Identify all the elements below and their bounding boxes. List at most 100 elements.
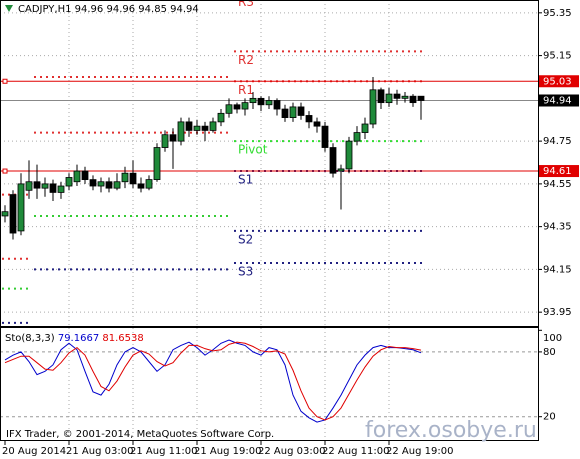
candle-body [113, 181, 121, 189]
candle-body [289, 106, 297, 118]
candle-body [353, 132, 361, 142]
y-tick-label: 95.35 [543, 8, 572, 19]
price-box-label: 95.03 [543, 76, 572, 87]
candle-body [81, 170, 89, 181]
candle-body [57, 185, 65, 193]
candle-body [393, 93, 401, 99]
y-tick-label: 95.15 [543, 51, 572, 62]
pivot-label: S1 [238, 173, 253, 187]
indicator-signal-value: 81.6538 [102, 333, 143, 344]
x-tick-label: 22 Aug 19:00 [386, 446, 453, 457]
candle-body [305, 115, 313, 123]
candle-body [161, 134, 169, 148]
candle-body [89, 179, 97, 187]
candle-body [97, 181, 105, 187]
indicator-plot [0, 328, 538, 440]
candle-body [65, 177, 73, 187]
y-tick-label: 94.15 [543, 264, 572, 275]
candle-body [1, 211, 9, 217]
price-line-handle [2, 78, 8, 84]
pivot-label: R2 [238, 53, 254, 67]
candle-body [313, 121, 321, 127]
candle-body [241, 102, 249, 110]
candle-body [17, 183, 25, 232]
header-icon [5, 5, 13, 12]
y-tick-label: 94.55 [543, 179, 572, 190]
header: CADJPY,H1 94.96 94.96 94.85 94.94 [18, 4, 199, 15]
candle-body [401, 95, 409, 99]
y-tick-label: 93.95 [543, 307, 572, 318]
main-plot: R3 R2 R1 Pivot S1 S2 S3 [0, 0, 538, 325]
pivot-label: R1 [238, 83, 254, 97]
indicator-tick-label: 80 [543, 347, 556, 358]
candle-body [225, 104, 233, 114]
price-box [539, 75, 579, 88]
x-tick-label: 20 Aug 2014 [2, 446, 66, 457]
candle-body [265, 100, 273, 106]
candle-body [321, 125, 329, 148]
candle-body [233, 104, 241, 110]
x-tick-label: 21 Aug 11:00 [130, 446, 197, 457]
candle-body [273, 100, 281, 110]
pivot-label: R3 [238, 0, 254, 9]
pivot-label: Pivot [238, 143, 268, 157]
overlay: 95.35 95.15 94.75 94.55 94.35 94.15 93.95 20 Au… [2, 8, 579, 457]
candle-body [281, 108, 289, 118]
candle-body [201, 125, 209, 131]
candle-body [153, 147, 161, 181]
candle-body [145, 179, 153, 189]
header-low: 94.85 [138, 4, 167, 15]
y-tick-label: 94.35 [543, 222, 572, 233]
header-close: 94.94 [170, 4, 199, 15]
candle-body [377, 89, 385, 104]
x-tick-label: 22 Aug 03:00 [258, 446, 325, 457]
symbol: CADJPY,H1 [18, 4, 71, 15]
candle-body [137, 183, 145, 189]
price-box [539, 165, 579, 178]
price-box-label: 94.94 [543, 95, 572, 106]
pivot-label: S2 [238, 232, 253, 246]
price-line-handle [2, 168, 8, 174]
candle-body [249, 97, 257, 104]
header-high: 94.96 [106, 4, 135, 15]
candle-body [409, 95, 417, 104]
candle-body [417, 95, 425, 101]
candle-body [129, 172, 137, 185]
candle-body [41, 183, 49, 189]
candle-body [329, 147, 337, 174]
candle-body [9, 194, 17, 234]
candle-body [177, 121, 185, 142]
candle-body [49, 183, 57, 193]
pivot-label: S3 [238, 264, 253, 278]
candle-body [25, 181, 33, 191]
price-box [539, 94, 579, 107]
indicator-name: Sto(8,3,3) [5, 333, 55, 344]
candle-body [217, 112, 225, 123]
candle-body [297, 106, 305, 116]
price-box-label: 94.61 [543, 166, 572, 177]
watermark: forex.osobye.ru [365, 418, 537, 443]
x-tick-label: 21 Aug 19:00 [194, 446, 261, 457]
candle-body [169, 134, 177, 142]
x-tick-label: 21 Aug 03:00 [66, 446, 133, 457]
candle-body [337, 168, 345, 172]
candle-body [385, 93, 393, 104]
candle-body [369, 89, 377, 125]
candle-body [345, 140, 353, 170]
indicator-frame [0, 327, 539, 441]
candle-body [121, 172, 129, 183]
copyright: IFX Trader, © 2001-2014, MetaQuotes Soft… [6, 429, 274, 440]
candle-body [193, 125, 201, 131]
candle-body [33, 181, 41, 189]
candle-body [209, 121, 217, 131]
indicator-line [4, 341, 422, 421]
candle-body [361, 123, 369, 133]
indicator-tick-label: 100 [543, 333, 562, 344]
indicator-main-value: 79.1667 [58, 333, 99, 344]
candle-body [257, 97, 265, 106]
header-open: 94.96 [75, 4, 104, 15]
candle-body [73, 170, 81, 183]
indicator-label: Sto(8,3,3) 79.1667 81.6538 [5, 333, 144, 344]
